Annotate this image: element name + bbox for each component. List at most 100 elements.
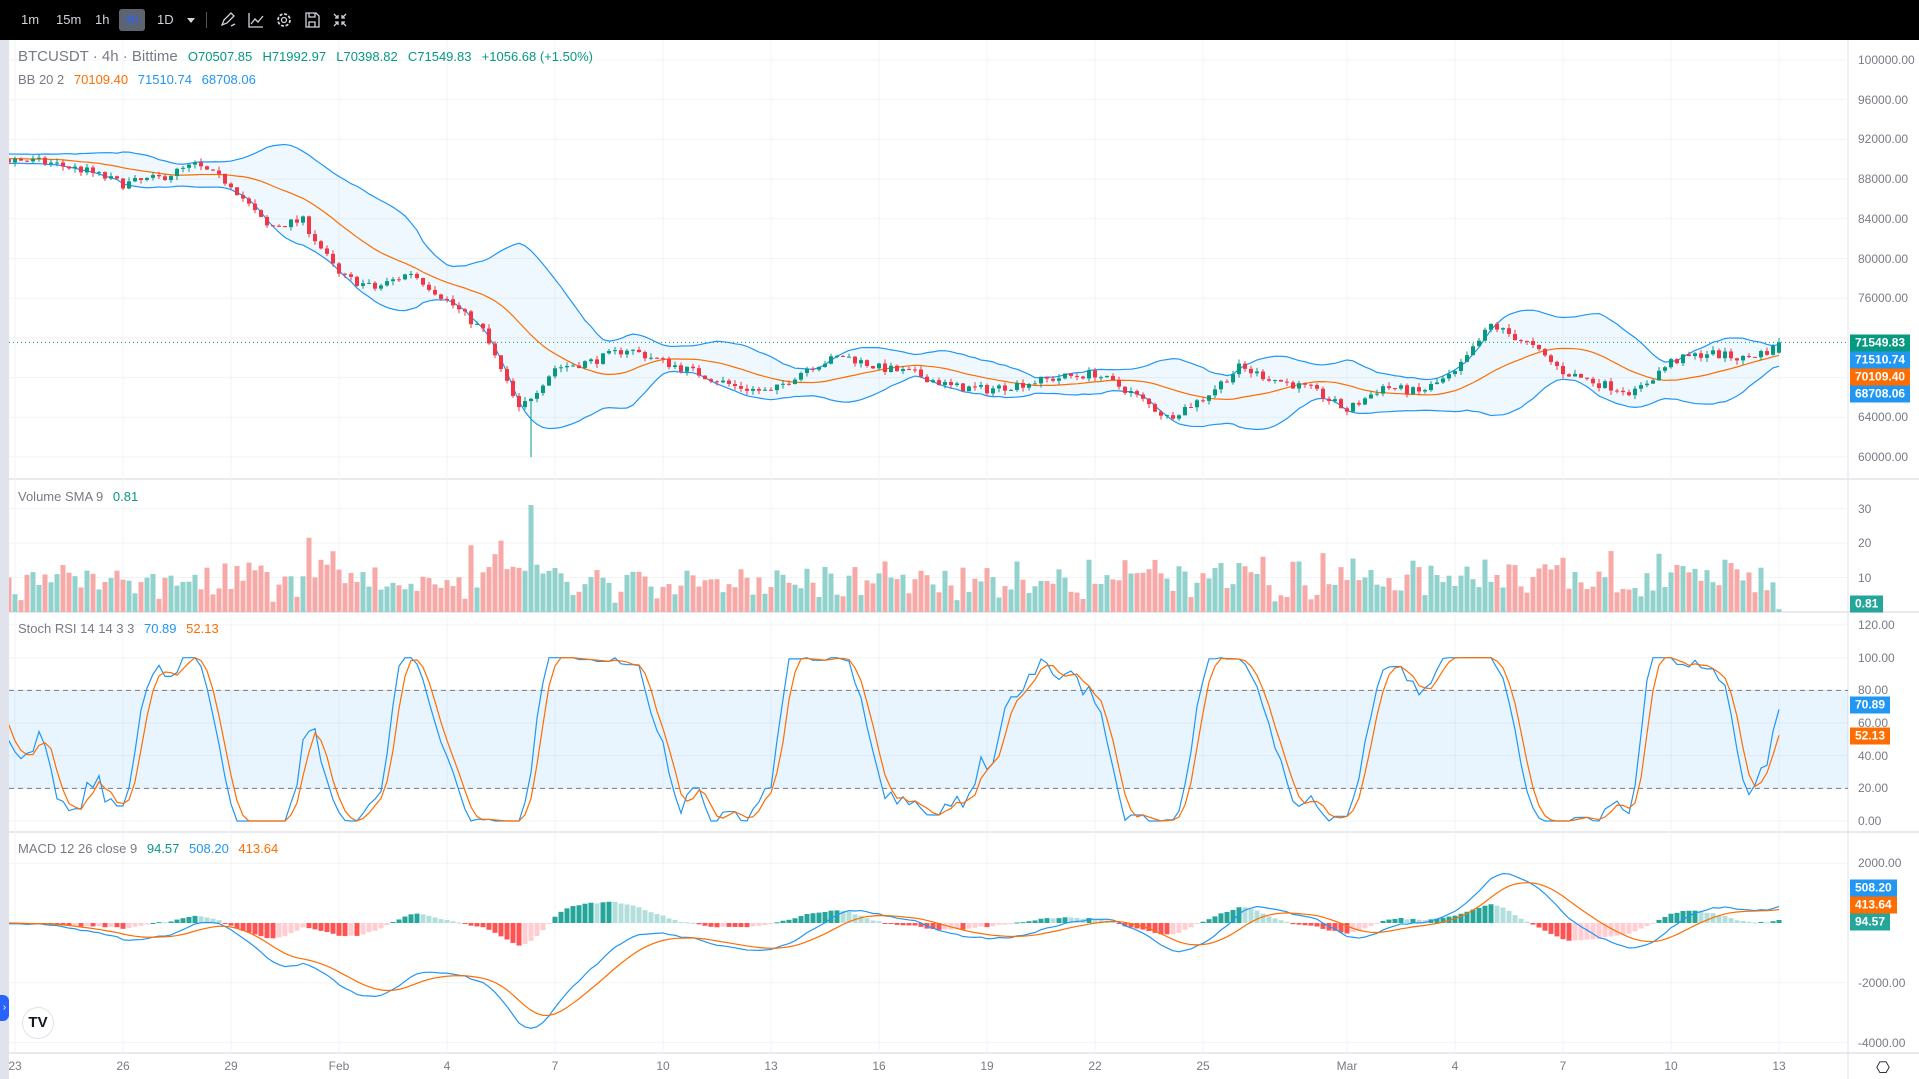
volume-bar — [1728, 563, 1734, 612]
candle-body — [439, 294, 443, 299]
macd-histogram-bar — [1662, 916, 1668, 923]
candle-body — [427, 284, 431, 290]
symbol-title[interactable]: BTCUSDT · 4h · Bittime — [18, 48, 178, 65]
macd-histogram-bar — [582, 903, 588, 923]
timeframe-1m[interactable]: 1m — [21, 12, 40, 27]
macd-histogram-bar — [1758, 921, 1764, 923]
bb-lower-value: 68708.06 — [201, 72, 256, 87]
macd-histogram-bar — [1122, 923, 1128, 927]
candle-body — [1687, 354, 1691, 357]
volume-bar — [1014, 561, 1020, 612]
save-icon[interactable] — [302, 10, 322, 30]
candle-body — [481, 323, 485, 329]
volume-bar — [1740, 580, 1746, 612]
macd-histogram-bar — [174, 919, 180, 923]
macd-histogram-bar — [396, 919, 402, 923]
candle-body — [31, 158, 35, 162]
collapse-icon[interactable] — [330, 10, 350, 30]
volume-bar — [918, 570, 924, 612]
volume-bar — [708, 579, 714, 612]
volume-bar — [342, 583, 348, 612]
volume-bar — [612, 602, 618, 612]
volume-bar — [66, 572, 72, 612]
macd-histogram-bar — [936, 923, 942, 930]
bb-legend[interactable]: BB 20 2 70109.40 71510.74 68708.06 — [18, 72, 262, 87]
volume-bar — [288, 576, 294, 612]
candle-body — [139, 178, 143, 180]
macd-signal-tag: 413.64 — [1850, 896, 1897, 914]
candle-body — [343, 273, 347, 275]
candle-body — [697, 368, 701, 376]
candle-body — [721, 380, 725, 383]
settings-gear-icon[interactable] — [274, 10, 294, 30]
candle-body — [817, 366, 821, 370]
tradingview-logo[interactable]: TV — [22, 1007, 54, 1039]
macd-histogram-bar — [1068, 917, 1074, 923]
candle-body — [1423, 390, 1427, 392]
volume-bar — [642, 576, 648, 612]
candle-body — [361, 283, 365, 286]
volume-bar — [1416, 567, 1422, 612]
timeframe-4h[interactable]: 4h — [119, 9, 145, 31]
volume-bar — [120, 579, 126, 612]
candle-body — [217, 170, 221, 174]
expand-sidebar-tab[interactable]: › — [0, 995, 9, 1021]
stoch-k-tag: 70.89 — [1850, 696, 1891, 714]
macd-histogram-bar — [1, 923, 6, 924]
stoch-legend[interactable]: Stoch RSI 14 14 3 3 70.89 52.13 — [18, 621, 225, 636]
bb-upper-line — [9, 143, 1780, 381]
macd-histogram-bar — [1680, 911, 1686, 923]
candle-body — [1189, 407, 1193, 409]
macd-histogram-bar — [366, 923, 372, 933]
candle-body — [109, 176, 113, 179]
timeframe-15m[interactable]: 15m — [56, 12, 82, 27]
volume-bar — [396, 585, 402, 612]
candle-body — [1699, 353, 1703, 358]
volume-bar — [1572, 571, 1578, 612]
indicators-icon[interactable] — [246, 10, 266, 30]
macd-histogram-bar — [750, 923, 756, 927]
candle-body — [1771, 345, 1775, 355]
timeframe-1h[interactable]: 1h — [95, 12, 110, 27]
volume-tag: 0.81 — [1850, 595, 1884, 613]
candle-body — [133, 178, 137, 182]
macd-histogram-bar — [168, 921, 174, 923]
candle-body — [595, 359, 599, 364]
macd-histogram-bar — [306, 923, 312, 929]
macd-histogram-bar — [1536, 923, 1542, 928]
macd-histogram-bar — [156, 922, 162, 924]
volume-bar — [1308, 599, 1314, 612]
macd-legend[interactable]: MACD 12 26 close 9 94.57 508.20 413.64 — [18, 841, 284, 856]
macd-histogram-bar — [444, 919, 450, 923]
time-label: 13 — [1772, 1059, 1786, 1073]
macd-histogram-bar — [1194, 923, 1200, 924]
volume-bar — [1536, 568, 1542, 612]
timeframe-dropdown-icon[interactable] — [181, 10, 201, 30]
candle-body — [1459, 361, 1463, 371]
macd-histogram-bar — [1332, 923, 1338, 931]
volume-bar — [246, 562, 252, 612]
macd-histogram-bar — [702, 923, 708, 926]
volume-bar — [1056, 569, 1062, 612]
volume-bar — [1440, 582, 1446, 612]
macd-histogram-bar — [474, 923, 480, 927]
timeframe-1d[interactable]: 1D — [157, 12, 174, 27]
candle-body — [13, 158, 17, 163]
candle-body — [1381, 386, 1385, 394]
volume-axis-label: 30 — [1858, 501, 1872, 516]
candle-body — [967, 386, 971, 392]
macd-histogram-bar — [906, 923, 912, 926]
axis-settings-icon[interactable]: ⎔ — [1876, 1060, 1890, 1077]
candle-body — [913, 369, 917, 371]
macd-histogram-bar — [864, 918, 870, 923]
macd-histogram-bar — [1398, 917, 1404, 923]
volume-legend[interactable]: Volume SMA 9 0.81 — [18, 489, 144, 504]
drawing-pencil-icon[interactable] — [218, 10, 238, 30]
macd-histogram-bar — [678, 922, 684, 924]
candle-body — [1639, 385, 1643, 389]
candle-body — [1675, 359, 1679, 364]
macd-histogram-bar — [1728, 918, 1734, 923]
volume-bar — [24, 574, 30, 612]
volume-pane — [9, 505, 1782, 612]
